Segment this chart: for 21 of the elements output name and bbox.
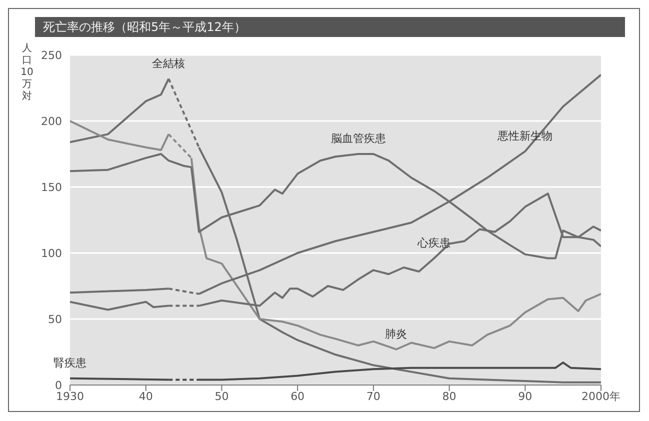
- y-axis-title: 人口10万対: [20, 43, 34, 103]
- chart-title: 死亡率の推移（昭和5年～平成12年）: [35, 17, 625, 37]
- y-tick-label: 100: [41, 246, 62, 260]
- x-tick-label: 90: [518, 390, 532, 403]
- x-tick-label: 50: [214, 390, 229, 403]
- x-tick-label: 40: [138, 390, 153, 403]
- y-tick-label: 150: [41, 180, 62, 194]
- y-tick-label: 250: [41, 48, 62, 62]
- x-tick-label: 1930: [56, 390, 84, 403]
- annotation: 全結核: [152, 56, 186, 70]
- annotation: 脳血管疾患: [330, 132, 386, 145]
- y-tick-label: 200: [41, 114, 62, 128]
- annotation: 腎疾患: [54, 356, 86, 370]
- annotation: 肺炎: [385, 327, 408, 340]
- x-tick-label: 2000年: [582, 390, 620, 403]
- x-tick-label: 70: [366, 390, 380, 403]
- y-tick-label: 0: [55, 378, 62, 392]
- x-tick-label: 60: [290, 390, 305, 403]
- x-tick-label: 80: [442, 390, 456, 403]
- annotation: 心疾患: [416, 236, 451, 250]
- y-tick-label: 50: [48, 312, 62, 326]
